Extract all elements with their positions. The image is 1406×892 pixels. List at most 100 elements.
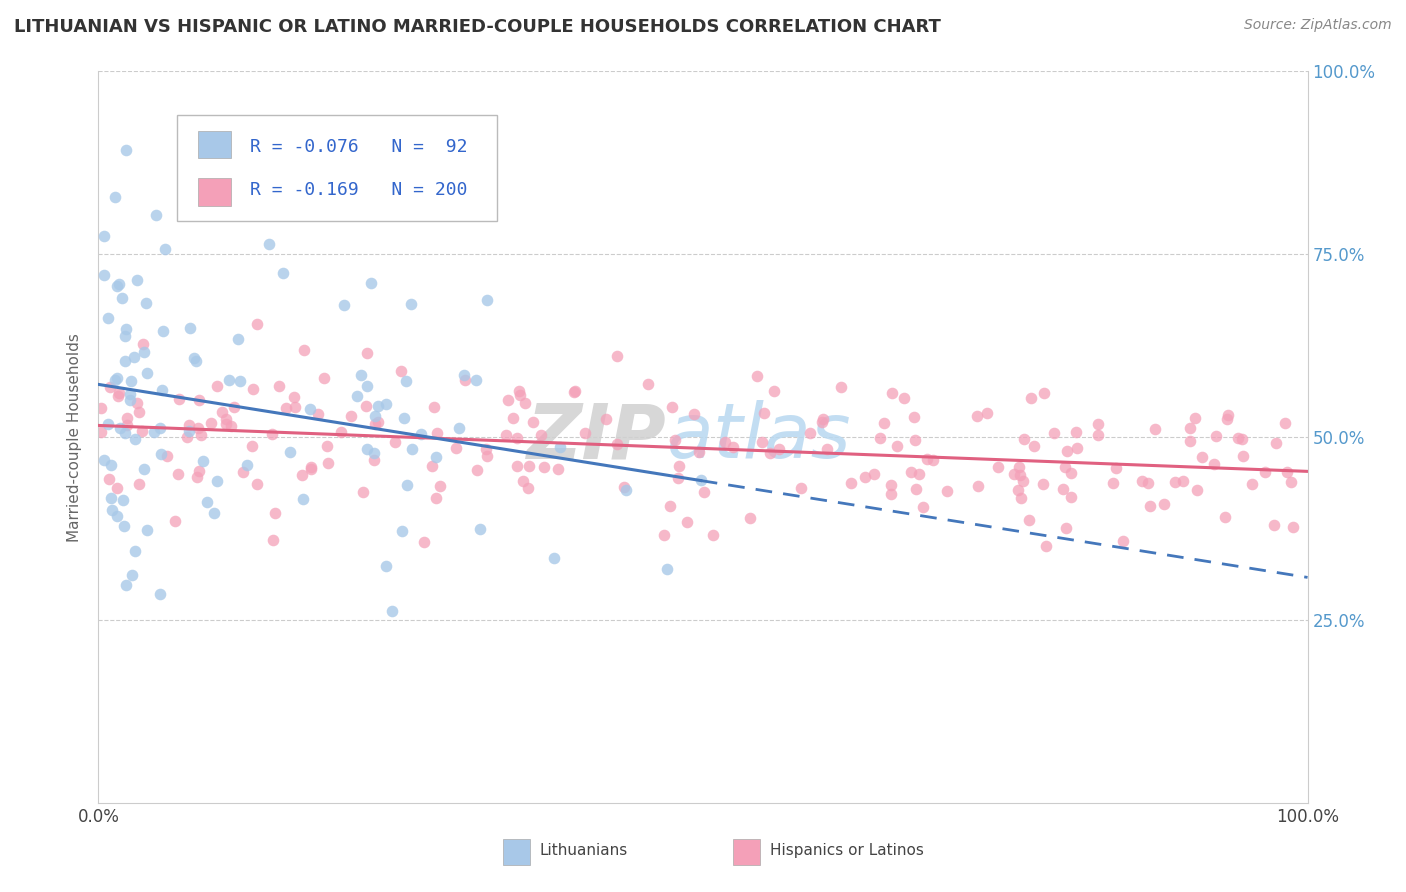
Point <box>790 481 813 495</box>
Point <box>904 433 927 447</box>
Point <box>1202 457 1225 471</box>
Point <box>1064 425 1087 439</box>
Point <box>966 409 988 423</box>
Point <box>496 392 519 407</box>
Point <box>1019 391 1042 405</box>
Point <box>799 426 821 441</box>
Point <box>98 379 121 393</box>
Point <box>104 373 127 387</box>
Point <box>508 384 530 398</box>
Point <box>90 401 112 415</box>
Point <box>595 411 617 425</box>
Point <box>356 378 378 392</box>
Point <box>1205 429 1227 443</box>
Point <box>1102 476 1125 491</box>
Point <box>911 500 934 515</box>
Point <box>675 515 697 529</box>
Point <box>517 481 540 495</box>
Point <box>759 445 782 459</box>
Point <box>389 364 412 378</box>
Point <box>1216 408 1239 422</box>
Point <box>921 452 943 467</box>
Point <box>811 412 834 426</box>
Point <box>1263 518 1285 533</box>
Point <box>267 378 290 392</box>
Point <box>166 467 188 482</box>
Point <box>853 470 876 484</box>
Point <box>143 425 166 440</box>
Bar <box>734 839 759 865</box>
Point <box>262 427 284 442</box>
Point <box>330 425 353 439</box>
Point <box>658 500 681 514</box>
Point <box>149 447 172 461</box>
Point <box>1054 460 1077 475</box>
Point <box>547 462 569 476</box>
Point <box>257 237 280 252</box>
Point <box>187 464 209 478</box>
Point <box>613 480 636 494</box>
Point <box>120 374 142 388</box>
Point <box>661 400 683 414</box>
Y-axis label: Married-couple Households: Married-couple Households <box>67 333 83 541</box>
Point <box>262 533 284 548</box>
Point <box>135 366 157 380</box>
Point <box>211 405 233 419</box>
Point <box>869 432 891 446</box>
Point <box>136 523 159 537</box>
Point <box>740 511 762 525</box>
Bar <box>198 130 232 159</box>
Point <box>367 399 389 413</box>
Point <box>880 478 903 492</box>
Point <box>264 506 287 520</box>
Point <box>475 450 498 464</box>
Point <box>1060 467 1083 481</box>
Point <box>905 482 928 496</box>
Point <box>283 390 305 404</box>
Point <box>967 479 990 493</box>
Point <box>811 416 834 430</box>
Point <box>465 373 488 387</box>
Point <box>1254 466 1277 480</box>
Text: LITHUANIAN VS HISPANIC OR LATINO MARRIED-COUPLE HOUSEHOLDS CORRELATION CHART: LITHUANIAN VS HISPANIC OR LATINO MARRIED… <box>14 18 941 36</box>
Point <box>900 466 922 480</box>
Point <box>284 400 307 414</box>
Point <box>354 399 377 413</box>
Point <box>517 458 540 473</box>
Point <box>1232 432 1254 446</box>
Point <box>1264 436 1286 450</box>
Point <box>105 481 128 495</box>
Point <box>111 291 134 305</box>
Point <box>218 373 240 387</box>
Point <box>224 401 246 415</box>
Point <box>98 472 121 486</box>
Point <box>1213 509 1236 524</box>
Point <box>1035 539 1057 553</box>
Point <box>381 604 404 618</box>
Point <box>105 279 128 293</box>
Point <box>1104 461 1126 475</box>
Point <box>363 409 385 424</box>
Point <box>112 519 135 533</box>
Point <box>976 406 998 420</box>
Point <box>100 491 122 505</box>
Point <box>1178 434 1201 449</box>
Point <box>1153 497 1175 511</box>
Point <box>363 453 385 467</box>
Point <box>150 383 173 397</box>
Point <box>768 442 790 457</box>
Point <box>215 412 238 426</box>
Point <box>104 190 127 204</box>
Point <box>664 434 686 448</box>
FancyBboxPatch shape <box>177 115 498 221</box>
Point <box>830 379 852 393</box>
Point <box>453 368 475 382</box>
Point <box>903 410 925 425</box>
Point <box>367 415 389 429</box>
Point <box>184 354 207 368</box>
Point <box>200 416 222 430</box>
Point <box>908 467 931 481</box>
Point <box>105 371 128 385</box>
Point <box>652 528 675 542</box>
Point <box>360 276 382 290</box>
